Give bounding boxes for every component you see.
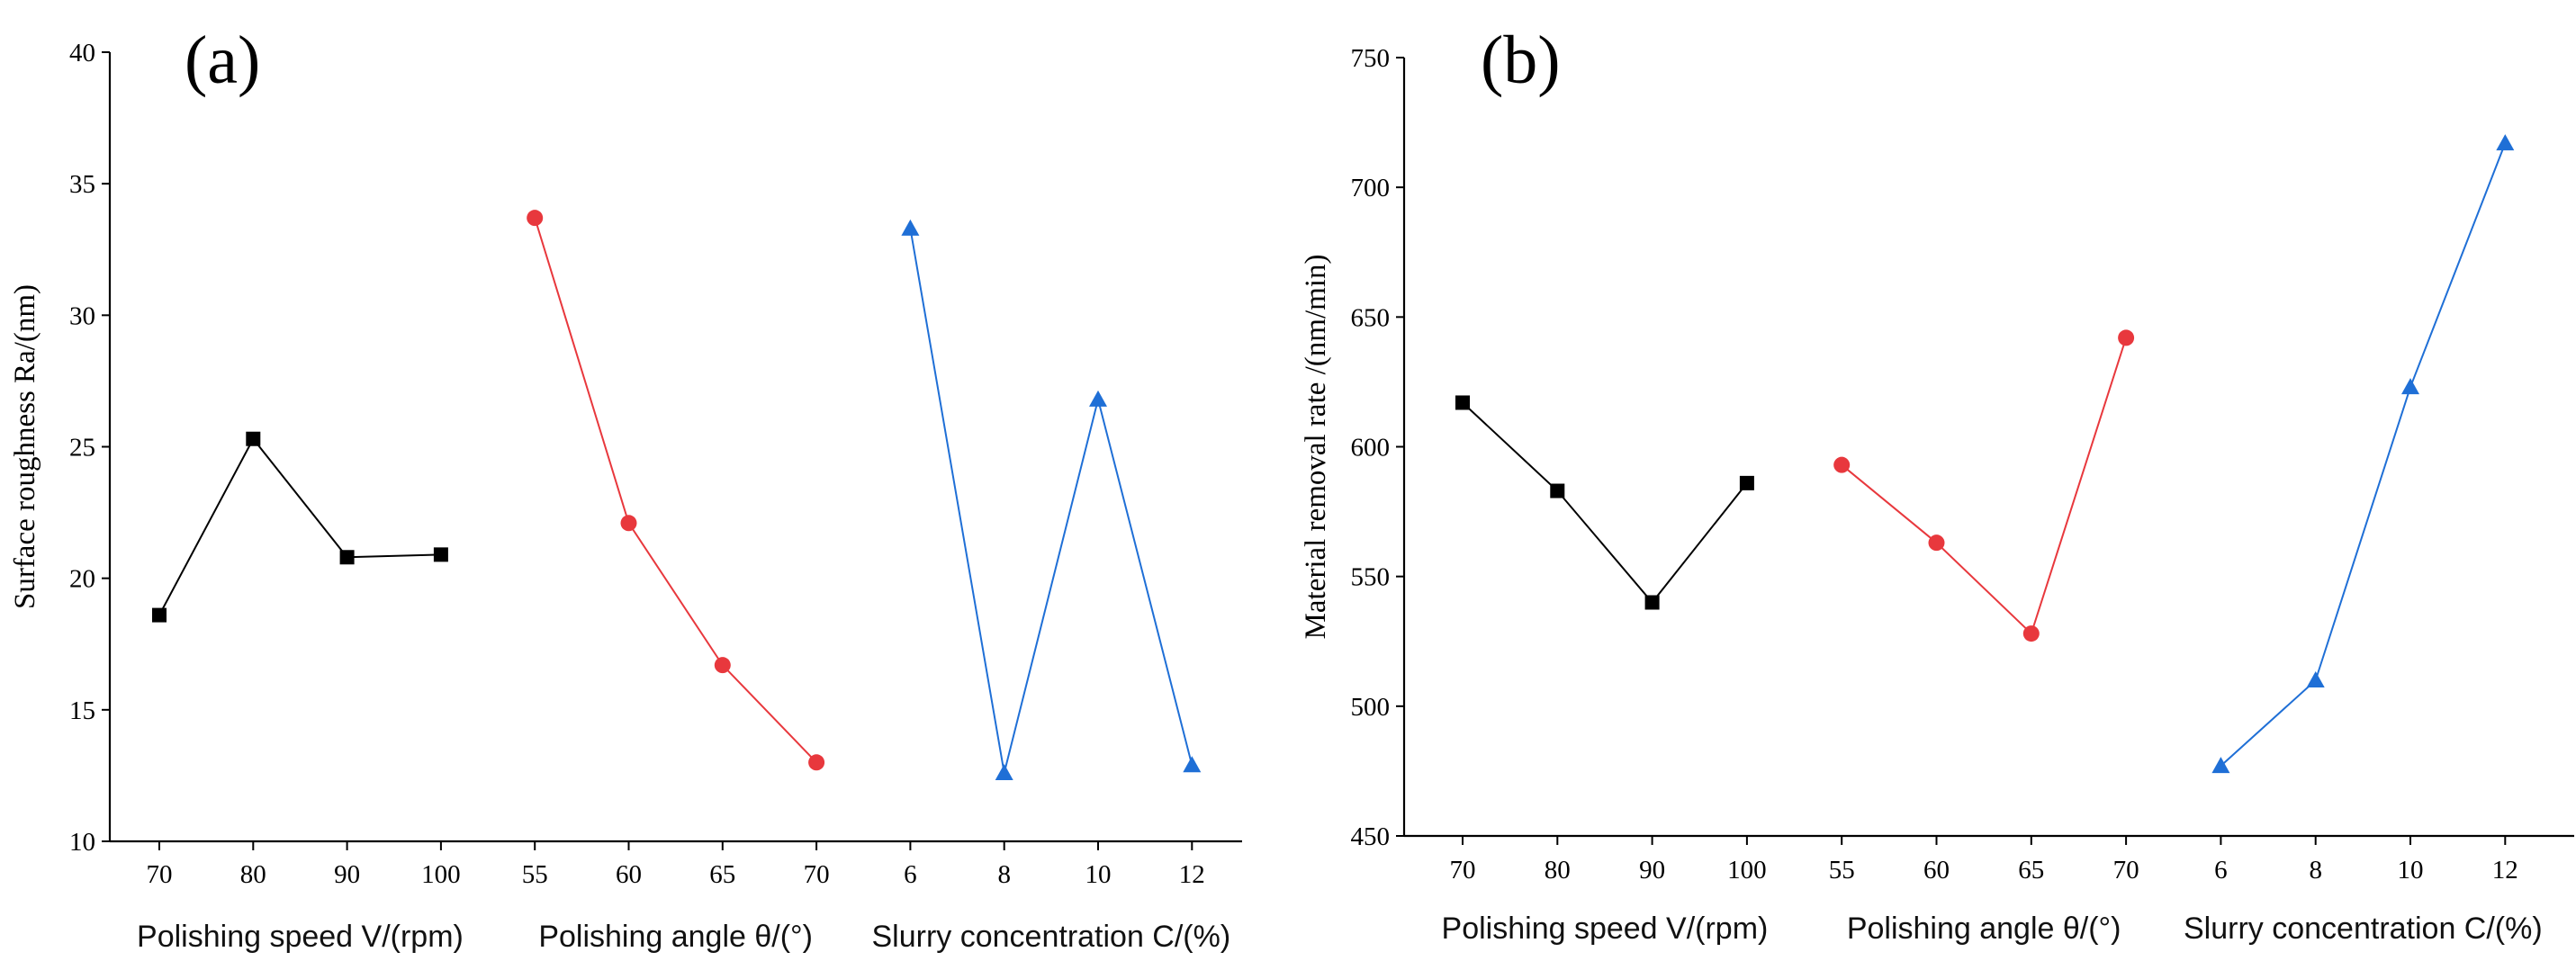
y-tick-label: 20 xyxy=(69,565,95,594)
x-tick-label: 90 xyxy=(1639,856,1665,885)
y-tick-label: 30 xyxy=(69,301,95,330)
data-point-triangle xyxy=(901,219,920,236)
x-tick-label: 70 xyxy=(804,860,830,889)
x-tick-label: 8 xyxy=(2309,856,2322,885)
data-point-circle xyxy=(2118,329,2135,346)
series-line xyxy=(1462,401,1748,605)
group-label: Polishing speed V/(rpm) xyxy=(137,920,464,954)
data-point-square xyxy=(152,607,167,623)
group-label: Polishing speed V/(rpm) xyxy=(1442,912,1769,946)
x-tick-label: 12 xyxy=(1179,860,1205,889)
series-line xyxy=(2220,142,2507,767)
x-tick-label: 10 xyxy=(2398,856,2424,885)
x-tick-label: 60 xyxy=(1923,856,1950,885)
x-tick-label: 60 xyxy=(616,860,642,889)
x-tick-label: 70 xyxy=(1450,856,1476,885)
y-tick-label: 500 xyxy=(1351,693,1391,722)
series-line xyxy=(158,436,441,616)
data-point-circle xyxy=(1928,534,1945,552)
group-label: Slurry concentration C/(%) xyxy=(872,920,1231,954)
x-tick-label: 12 xyxy=(2492,856,2518,885)
x-tick-label: 90 xyxy=(334,860,360,889)
x-tick-label: 70 xyxy=(2113,856,2139,885)
data-point-square xyxy=(1550,483,1565,498)
y-tick-label: 550 xyxy=(1351,563,1391,592)
x-tick-label: 55 xyxy=(522,860,548,889)
panel-a: 10 15 20 25 30 35 40 Surface roughness Ra/(nm) (… xyxy=(9,22,1242,954)
y-tick-label: 35 xyxy=(69,170,95,199)
data-point-circle xyxy=(620,515,637,532)
data-point-square xyxy=(433,547,448,562)
series-line xyxy=(909,228,1193,774)
panel-label: (b) xyxy=(1481,22,1561,98)
group-label: Slurry concentration C/(%) xyxy=(2184,912,2543,946)
data-point-circle xyxy=(714,657,731,674)
data-point-circle xyxy=(808,754,825,771)
series-line xyxy=(534,217,817,763)
group-label: Polishing angle θ/(°) xyxy=(538,920,813,954)
x-tick-label: 70 xyxy=(147,860,173,889)
x-tick-label: 6 xyxy=(904,860,917,889)
group-label: Polishing angle θ/(°) xyxy=(1847,912,2121,946)
y-tick-label: 700 xyxy=(1351,174,1391,202)
x-tick-label: 10 xyxy=(1085,860,1112,889)
x-tick-label: 65 xyxy=(709,860,735,889)
y-tick-label: 25 xyxy=(69,434,95,463)
panel-label: (a) xyxy=(185,22,260,98)
y-tick-label: 450 xyxy=(1351,822,1391,851)
y-tick-label: 600 xyxy=(1351,434,1391,463)
data-point-triangle xyxy=(995,763,1013,780)
data-point-square xyxy=(1739,475,1754,490)
x-tick-label: 100 xyxy=(421,860,461,889)
data-point-square xyxy=(1455,395,1470,410)
y-tick-label: 650 xyxy=(1351,303,1391,332)
x-tick-label: 55 xyxy=(1829,856,1855,885)
data-point-triangle xyxy=(1089,390,1107,407)
data-point-triangle xyxy=(2496,134,2515,151)
y-tick-label: 15 xyxy=(69,696,95,725)
y-tick-label: 40 xyxy=(69,39,95,67)
data-point-square xyxy=(1644,595,1660,610)
data-point-square xyxy=(246,431,261,446)
y-tick-label: 750 xyxy=(1351,44,1391,73)
data-point-triangle xyxy=(2211,757,2230,774)
y-axis-label: Surface roughness Ra/(nm) xyxy=(9,284,41,609)
panel-b: 450 500 550 600 650 700 750 Material removal ra… xyxy=(1300,22,2574,946)
x-tick-label: 6 xyxy=(2214,856,2228,885)
x-tick-label: 65 xyxy=(2018,856,2044,885)
x-tick-label: 100 xyxy=(1727,856,1767,885)
data-point-triangle xyxy=(2306,671,2325,687)
series-line xyxy=(1841,337,2128,635)
y-tick-label: 10 xyxy=(69,828,95,857)
y-axis-label: Material removal rate /(nm/min) xyxy=(1300,255,1332,640)
data-point-triangle xyxy=(1183,756,1202,773)
x-tick-label: 80 xyxy=(240,860,266,889)
x-tick-label: 80 xyxy=(1545,856,1571,885)
data-point-triangle xyxy=(2401,378,2419,395)
data-point-circle xyxy=(2022,625,2040,642)
data-point-circle xyxy=(527,210,544,227)
data-point-square xyxy=(339,550,355,565)
data-point-circle xyxy=(1833,456,1851,473)
x-tick-label: 8 xyxy=(997,860,1011,889)
